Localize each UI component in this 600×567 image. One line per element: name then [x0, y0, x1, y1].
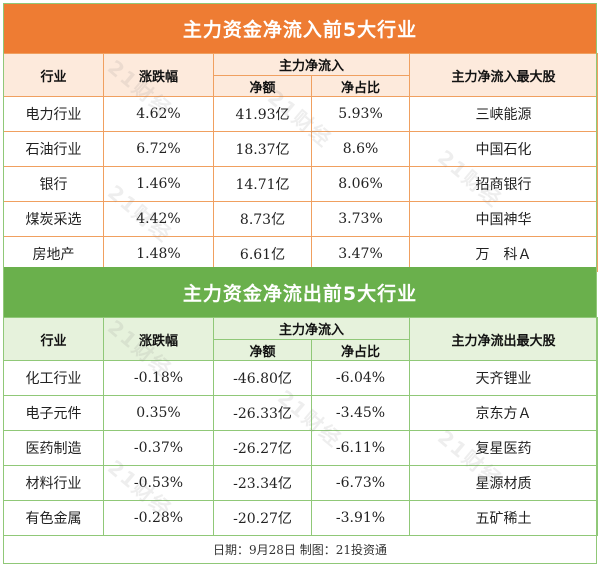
cell-stock: 招商银行	[409, 166, 599, 202]
header-top-stock: 主力净流入最大股	[409, 53, 599, 97]
table-row: 化工行业 -0.18% -46.80亿 -6.04% 天齐锂业	[3, 360, 599, 396]
outflow-title: 主力资金净流出前5大行业	[3, 267, 597, 317]
cell-ratio: 5.93%	[310, 96, 411, 132]
cell-industry: 医药制造	[3, 430, 104, 466]
cell-ratio: 8.06%	[310, 166, 411, 202]
cell-stock: 星源材质	[409, 465, 599, 501]
cell-change: 4.62%	[103, 96, 214, 132]
header-net-amount: 净额	[213, 339, 312, 361]
cell-change: -0.18%	[103, 360, 214, 396]
cell-amount: -23.34亿	[213, 465, 312, 501]
cell-stock: 京东方Ａ	[409, 395, 599, 431]
table-row: 房地产 1.48% 6.61亿 3.47% 万 科Ａ	[3, 236, 599, 272]
cell-amount: -26.27亿	[213, 430, 312, 466]
table-row: 电力行业 4.62% 41.93亿 5.93% 三峡能源	[3, 96, 599, 132]
table-row: 有色金属 -0.28% -20.27亿 -3.91% 五矿稀土	[3, 500, 599, 536]
cell-industry: 电力行业	[3, 96, 104, 132]
cell-industry: 电子元件	[3, 395, 104, 431]
cell-industry: 煤炭采选	[3, 201, 104, 237]
cell-ratio: -6.73%	[310, 465, 411, 501]
table-row: 石油行业 6.72% 18.37亿 8.6% 中国石化	[3, 131, 599, 167]
cell-amount: -20.27亿	[213, 500, 312, 536]
cell-ratio: -3.45%	[310, 395, 411, 431]
cell-amount: 18.37亿	[213, 131, 312, 167]
table-row: 材料行业 -0.53% -23.34亿 -6.73% 星源材质	[3, 465, 599, 501]
inflow-title: 主力资金净流入前5大行业	[3, 3, 597, 53]
cell-ratio: -6.11%	[310, 430, 411, 466]
cell-stock: 天齐锂业	[409, 360, 599, 396]
cell-amount: 41.93亿	[213, 96, 312, 132]
cell-stock: 五矿稀土	[409, 500, 599, 536]
table-row: 银行 1.46% 14.71亿 8.06% 招商银行	[3, 166, 599, 202]
cell-change: 1.46%	[103, 166, 214, 202]
header-net-amount: 净额	[213, 75, 312, 97]
header-industry: 行业	[3, 317, 104, 361]
cell-ratio: 3.73%	[310, 201, 411, 237]
cell-stock: 复星医药	[409, 430, 599, 466]
inflow-table: 行业 涨跌幅 主力净流入 主力净流入最大股 净额 净占比 电力行业 4.62% …	[3, 53, 599, 272]
cell-stock: 中国石化	[409, 131, 599, 167]
header-net-ratio: 净占比	[310, 75, 411, 97]
cell-amount: 8.73亿	[213, 201, 312, 237]
header-net-group: 主力净流入	[212, 53, 411, 76]
cell-stock: 中国神华	[409, 201, 599, 237]
cell-amount: -46.80亿	[213, 360, 312, 396]
cell-industry: 银行	[3, 166, 104, 202]
cell-stock: 三峡能源	[409, 96, 599, 132]
cell-change: -0.53%	[103, 465, 214, 501]
cell-change: 6.72%	[103, 131, 214, 167]
cell-ratio: -6.04%	[310, 360, 411, 396]
cell-industry: 化工行业	[3, 360, 104, 396]
cell-amount: -26.33亿	[213, 395, 312, 431]
table-row: 煤炭采选 4.42% 8.73亿 3.73% 中国神华	[3, 201, 599, 237]
table-row: 电子元件 0.35% -26.33亿 -3.45% 京东方Ａ	[3, 395, 599, 431]
header-top-stock: 主力净流出最大股	[409, 317, 599, 361]
cell-industry: 房地产	[3, 236, 104, 272]
cell-change: -0.37%	[103, 430, 214, 466]
header-net-ratio: 净占比	[310, 339, 411, 361]
cell-stock: 万 科Ａ	[409, 236, 599, 272]
header-change: 涨跌幅	[103, 53, 214, 97]
cell-industry: 材料行业	[3, 465, 104, 501]
cell-amount: 14.71亿	[213, 166, 312, 202]
cell-change: 0.35%	[103, 395, 214, 431]
outflow-table: 行业 涨跌幅 主力净流入 主力净流出最大股 净额 净占比 化工行业 -0.18%…	[3, 317, 599, 536]
header-industry: 行业	[3, 53, 104, 97]
cell-change: 4.42%	[103, 201, 214, 237]
cell-industry: 有色金属	[3, 500, 104, 536]
cell-ratio: 8.6%	[310, 131, 411, 167]
header-net-group: 主力净流入	[212, 317, 411, 340]
table-row: 医药制造 -0.37% -26.27亿 -6.11% 复星医药	[3, 430, 599, 466]
cell-ratio: 3.47%	[310, 236, 411, 272]
cell-industry: 石油行业	[3, 131, 104, 167]
footer-credit: 日期：9月28日 制图：21投资通	[213, 543, 387, 557]
header-change: 涨跌幅	[103, 317, 214, 361]
cell-change: -0.28%	[103, 500, 214, 536]
infographic: 主力资金净流入前5大行业 行业 涨跌幅 主力净流入 主力净流入最大股 净额 净占…	[3, 3, 599, 564]
cell-ratio: -3.91%	[310, 500, 411, 536]
